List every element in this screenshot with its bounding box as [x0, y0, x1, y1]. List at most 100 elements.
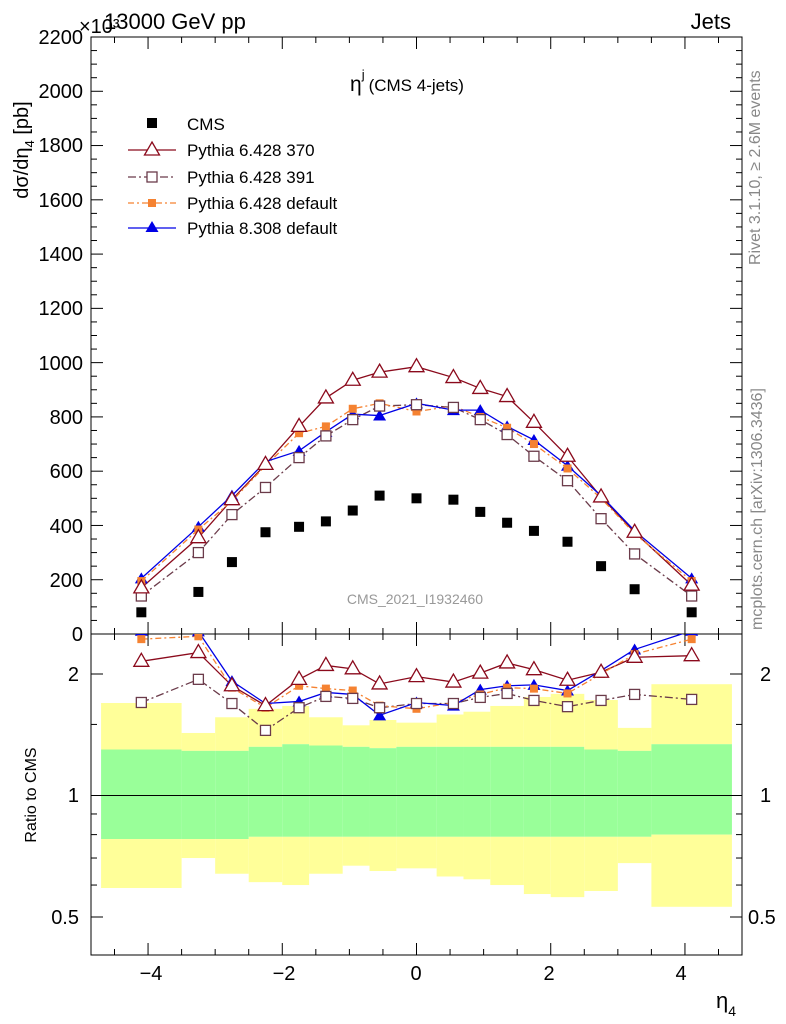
- band-outer-lower: [584, 836, 618, 891]
- ratio-tick-label-right: 1: [760, 785, 771, 807]
- point-p370: [625, 522, 644, 538]
- y-axis-label-main: dσ/dη4 [pb]: [11, 101, 37, 198]
- point-cms: [226, 557, 237, 568]
- point-p370: [444, 368, 463, 384]
- point-p370: [317, 388, 335, 404]
- ratio-point-pdef: [321, 684, 330, 693]
- point-pdef: [295, 429, 304, 438]
- point-p391: [528, 450, 540, 462]
- ratio-point-p391: [628, 688, 641, 701]
- band-outer-upper: [342, 725, 370, 747]
- y-axis-label-sub: 4: [22, 140, 37, 147]
- x-tick-label: −2: [273, 963, 296, 985]
- y-tick-label: 1200: [39, 298, 84, 320]
- band-inner: [215, 750, 249, 840]
- ratio-point-p370: [189, 643, 208, 659]
- band-inner: [651, 744, 732, 835]
- mcplots-label: mcplots.cern.ch [arXiv:1306.3436]: [749, 388, 766, 630]
- point-pdef: [529, 440, 538, 449]
- y-tick-label: 800: [50, 407, 83, 429]
- energy-label: 13000 GeV pp: [104, 9, 246, 34]
- ratio-y-tick-labels: 0.5 1 2 0.5 1 2: [51, 664, 776, 929]
- point-p370: [558, 446, 577, 462]
- point-pdef: [348, 404, 357, 413]
- axis-ticks: [91, 36, 742, 955]
- ratio-point-p370: [290, 670, 308, 685]
- band-outer-lower: [248, 836, 283, 883]
- main-plot-series: [132, 357, 701, 618]
- ratio-point-p391: [192, 673, 205, 685]
- point-cms: [411, 493, 422, 504]
- ratio-point-pdef: [194, 634, 203, 641]
- x-axis-label: η4: [716, 988, 736, 1019]
- ratio-point-pdef: [295, 681, 304, 690]
- analysis-label: CMS_2021_I1932460: [347, 591, 483, 607]
- point-p370: [189, 528, 208, 544]
- band-outer-lower: [523, 836, 551, 895]
- ratio-point-p391: [226, 697, 238, 710]
- ratio-tick-label-left: 2: [68, 664, 79, 686]
- ratio-tick-label-right: 2: [760, 664, 771, 686]
- band-inner: [248, 746, 283, 837]
- x-tick-label: 0: [410, 963, 421, 985]
- legend-entry-cms: CMS: [147, 115, 225, 134]
- point-p391: [259, 481, 272, 494]
- point-p370: [290, 417, 308, 433]
- point-cms: [347, 505, 358, 516]
- legend-marker-p8: [145, 221, 159, 232]
- y-axis-label-ratio: Ratio to CMS: [23, 747, 40, 842]
- y-tick-label: 1600: [39, 190, 84, 212]
- ratio-point-pdef: [529, 684, 538, 693]
- band-outer-upper: [181, 732, 216, 751]
- band-outer-lower: [651, 834, 732, 907]
- point-p391: [501, 428, 513, 441]
- point-cms: [448, 494, 459, 505]
- point-pdef: [503, 423, 512, 432]
- ratio-plot-series: [132, 634, 701, 737]
- point-p370: [132, 578, 150, 594]
- y-tick-label: 600: [50, 461, 83, 483]
- x-axis-label-sub: 4: [728, 1003, 736, 1019]
- ratio-point-p391: [410, 697, 423, 710]
- ratio-point-p370: [498, 653, 516, 669]
- legend-marker-cms: [147, 118, 157, 128]
- point-pdef: [412, 407, 421, 416]
- ratio-point-p370: [683, 646, 701, 662]
- point-p370: [471, 379, 489, 395]
- ratio-point-p391: [501, 687, 513, 700]
- band-outer-upper: [369, 719, 397, 749]
- point-p370: [592, 487, 610, 503]
- ratio-point-p370: [444, 672, 463, 688]
- x-tick-label: −4: [140, 963, 163, 985]
- ratio-line-pdef: [141, 635, 692, 710]
- point-p391: [373, 400, 386, 412]
- plot-title-sup: j: [361, 67, 365, 82]
- band-outer-lower: [309, 836, 343, 874]
- band-outer-lower: [342, 836, 370, 866]
- band-outer-upper: [101, 703, 182, 750]
- band-outer-upper: [309, 717, 343, 746]
- band-inner: [369, 748, 397, 837]
- main-y-tick-labels: 0 200 400 600 800 1000 1200 1400 1600 18…: [39, 27, 84, 646]
- ratio-tick-label-right: 0.5: [748, 907, 776, 929]
- ratio-point-p370: [344, 659, 362, 675]
- point-p370: [370, 362, 389, 378]
- ratio-point-pdef: [137, 635, 146, 644]
- point-cms: [596, 561, 607, 572]
- y-tick-label: 1000: [39, 353, 84, 375]
- band-outer-lower: [396, 836, 437, 869]
- ratio-point-p391: [259, 724, 272, 737]
- band-inner: [181, 750, 216, 840]
- point-p391: [347, 413, 359, 426]
- band-inner: [463, 746, 491, 837]
- point-cms: [260, 527, 271, 538]
- y-tick-label: 400: [50, 516, 83, 538]
- band-outer-lower: [369, 836, 397, 872]
- point-p370: [344, 370, 362, 386]
- point-p391: [595, 513, 607, 525]
- band-outer-lower: [490, 836, 524, 886]
- band-outer-upper: [651, 684, 732, 745]
- point-pdef: [563, 464, 572, 473]
- point-pdef: [321, 422, 330, 431]
